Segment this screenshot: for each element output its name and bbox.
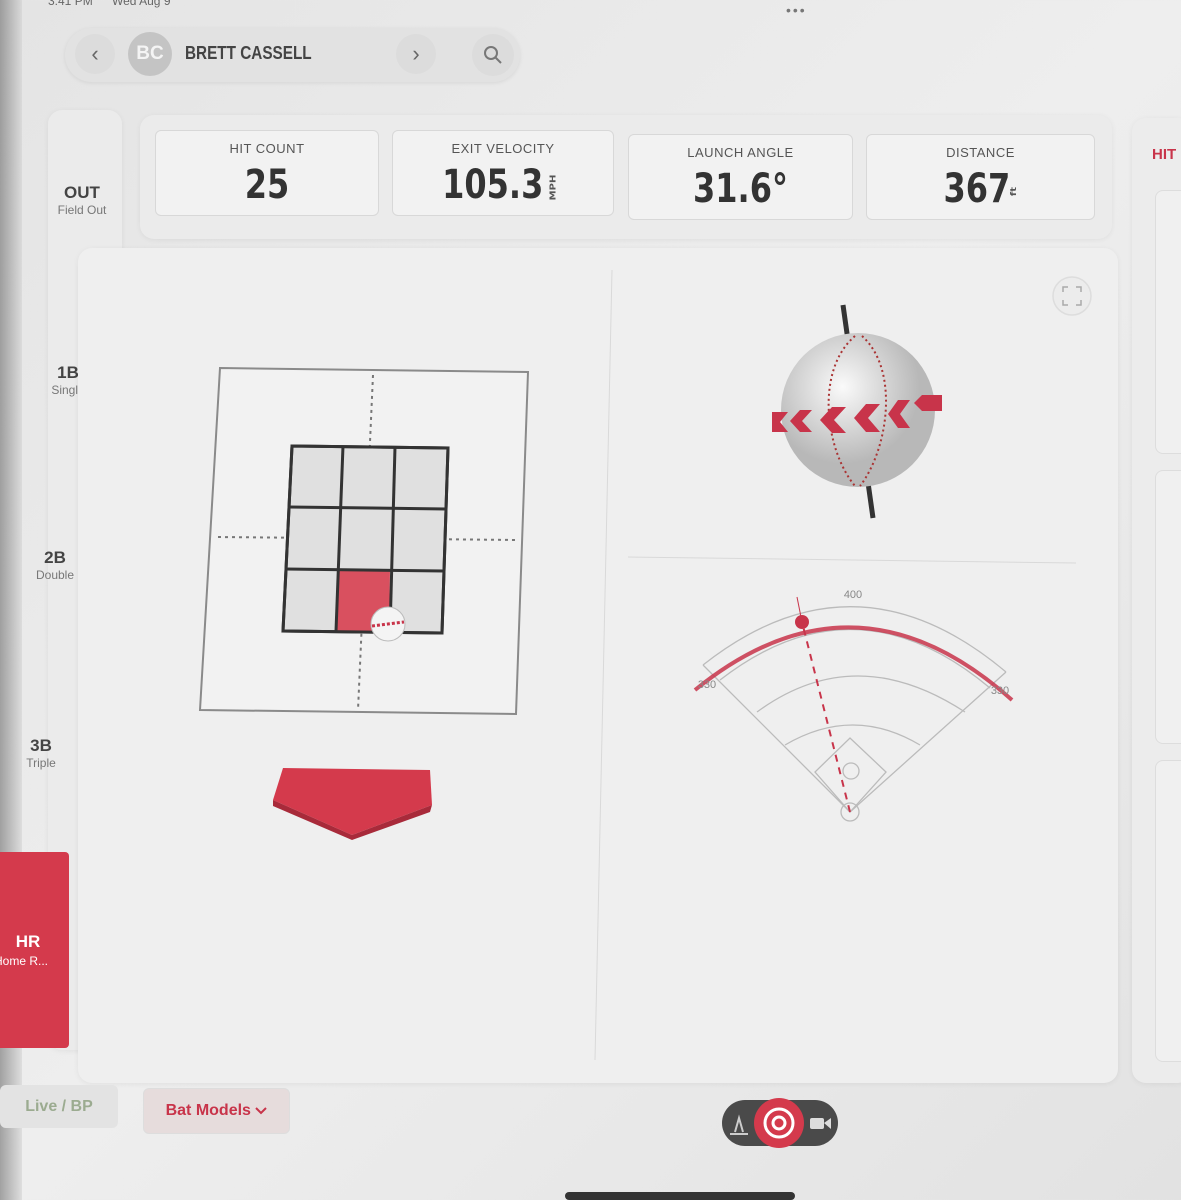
result-name: Field Out	[57, 203, 107, 217]
expand-icon[interactable]	[1052, 276, 1092, 316]
player-name: BRETT CASSELL	[185, 43, 312, 63]
status-date: Wed Aug 9	[112, 0, 171, 8]
zone-view-button[interactable]	[754, 1098, 804, 1148]
metric-label: LAUNCH ANGLE	[687, 145, 794, 160]
hit-path	[801, 621, 851, 813]
video-view-button[interactable]	[810, 1118, 824, 1129]
result-2b[interactable]: 2B Double	[15, 548, 95, 582]
result-3b[interactable]: 3B Triple	[1, 736, 81, 770]
home-plate-edge	[273, 800, 432, 840]
field-label-left: 330	[698, 679, 716, 691]
metric-value: 105.3	[442, 162, 544, 208]
metric-value: 31.6°	[693, 166, 788, 212]
prev-button[interactable]: ‹	[75, 34, 115, 74]
result-name: Single	[51, 383, 85, 397]
result-code: 1B	[57, 363, 79, 382]
next-button[interactable]: ›	[396, 34, 436, 74]
result-code: OUT	[64, 183, 100, 202]
status-time: 3:41 PM	[48, 0, 93, 8]
result-code: HR	[15, 932, 41, 951]
metric-value: 367	[943, 166, 1011, 212]
avatar: BC	[128, 32, 172, 76]
result-out[interactable]: OUT Field Out	[42, 183, 122, 217]
spin-ball	[781, 333, 935, 487]
field-label-center: 400	[844, 589, 862, 601]
search-icon	[484, 46, 502, 64]
distance-arc	[693, 625, 1014, 702]
result-name: Triple	[26, 756, 56, 770]
multitask-dots: •••	[786, 2, 807, 18]
field-label-right: 330	[991, 685, 1009, 697]
spin-arrows	[772, 395, 942, 433]
result-code: 3B	[30, 736, 52, 755]
mode-button[interactable]: Live / BP	[0, 1085, 118, 1128]
field-view-button[interactable]	[730, 1114, 748, 1135]
metric-label: HIT COUNT	[229, 141, 305, 156]
section-divider	[627, 556, 1077, 564]
target-icon	[771, 1115, 787, 1131]
home-indicator	[565, 1192, 795, 1200]
result-name: Double	[35, 568, 75, 582]
target-icon	[763, 1107, 795, 1139]
result-1b[interactable]: 1B Single	[28, 363, 108, 397]
home-plate	[273, 768, 432, 835]
metric-label: EXIT VELOCITY	[451, 141, 555, 156]
result-name: Home R...	[0, 954, 49, 968]
ball-marker-seam	[371, 620, 405, 628]
panel-divider	[594, 269, 613, 1061]
ball-seam	[859, 335, 887, 487]
zone-grid	[281, 444, 450, 635]
result-code: 2B	[44, 548, 66, 567]
field-diagram	[702, 606, 1007, 822]
right-card	[1155, 190, 1181, 454]
right-panel-title: HIT	[1152, 146, 1177, 163]
bat-models-label: Bat Models	[165, 1102, 251, 1119]
video-icon	[824, 1118, 831, 1129]
search-button[interactable]	[472, 34, 514, 76]
ball-seam	[827, 335, 856, 487]
metric-card: HIT COUNT 25	[155, 130, 379, 216]
metric-value: 25	[244, 162, 290, 208]
bat-models-button[interactable]: Bat Models	[143, 1088, 290, 1134]
zone-center-horizontal	[217, 536, 519, 541]
metric-card: LAUNCH ANGLE 31.6°	[628, 134, 853, 220]
chevron-icon	[255, 1107, 268, 1115]
right-card	[1155, 470, 1181, 744]
result-hr-selected[interactable]: HR Home R...	[0, 852, 69, 1048]
right-card	[1155, 760, 1181, 1062]
metric-label: DISTANCE	[946, 145, 1015, 160]
metric-card: EXIT VELOCITY 105.3 MPH	[392, 130, 614, 216]
landing-point	[795, 615, 809, 629]
metric-card: DISTANCE 367ft	[866, 134, 1095, 220]
